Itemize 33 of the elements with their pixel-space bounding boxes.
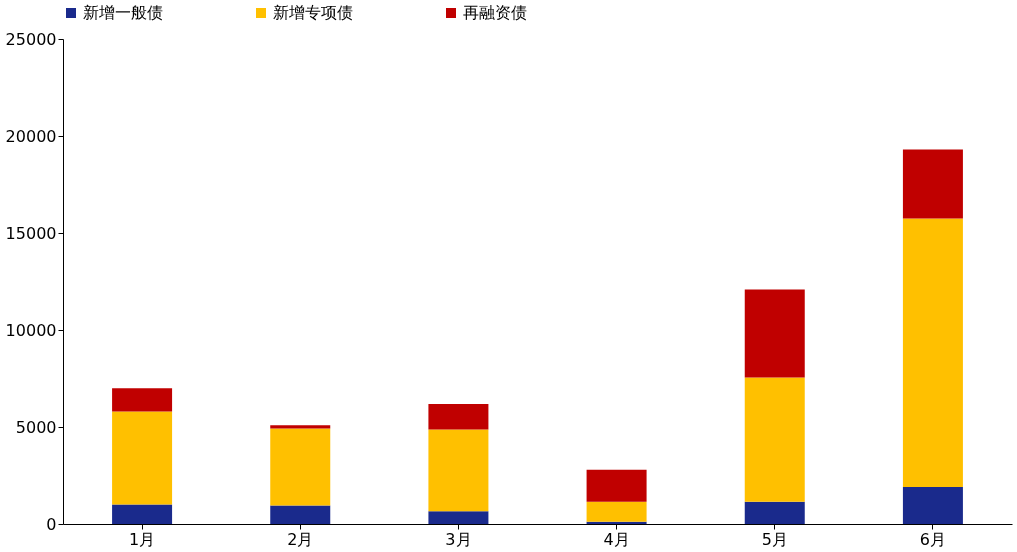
x-tick-label: 5月 xyxy=(761,529,788,549)
y-tick-label: 0 xyxy=(46,514,57,534)
bar xyxy=(586,501,647,522)
legend-label: 再融资债 xyxy=(463,3,527,22)
bar xyxy=(270,428,331,506)
legend-label: 新增专项债 xyxy=(273,3,353,22)
bar xyxy=(902,486,963,524)
bar xyxy=(902,149,963,219)
bar xyxy=(428,404,489,430)
bar xyxy=(744,377,805,502)
x-tick-label: 6月 xyxy=(919,529,947,549)
x-tick-label: 3月 xyxy=(445,529,472,549)
x-tick-label: 4月 xyxy=(603,529,630,549)
x-tick-label: 1月 xyxy=(128,529,156,549)
legend-label: 新增一般债 xyxy=(83,3,163,22)
y-tick-label: 10000 xyxy=(5,320,57,340)
y-tick-label: 20000 xyxy=(5,126,57,146)
bar xyxy=(902,218,963,487)
bar xyxy=(112,411,173,505)
bar xyxy=(112,504,173,524)
bar xyxy=(586,521,647,524)
bar xyxy=(744,501,805,524)
bar xyxy=(428,429,489,512)
bar xyxy=(428,511,489,524)
bar xyxy=(270,505,331,524)
bar xyxy=(270,425,331,429)
x-tick-label: 2月 xyxy=(287,529,314,549)
y-tick-label: 15000 xyxy=(5,223,57,243)
y-tick-label: 5000 xyxy=(15,417,57,437)
y-tick-label: 25000 xyxy=(5,29,57,49)
bar xyxy=(744,289,805,378)
bar xyxy=(112,388,173,412)
bar xyxy=(586,469,647,502)
